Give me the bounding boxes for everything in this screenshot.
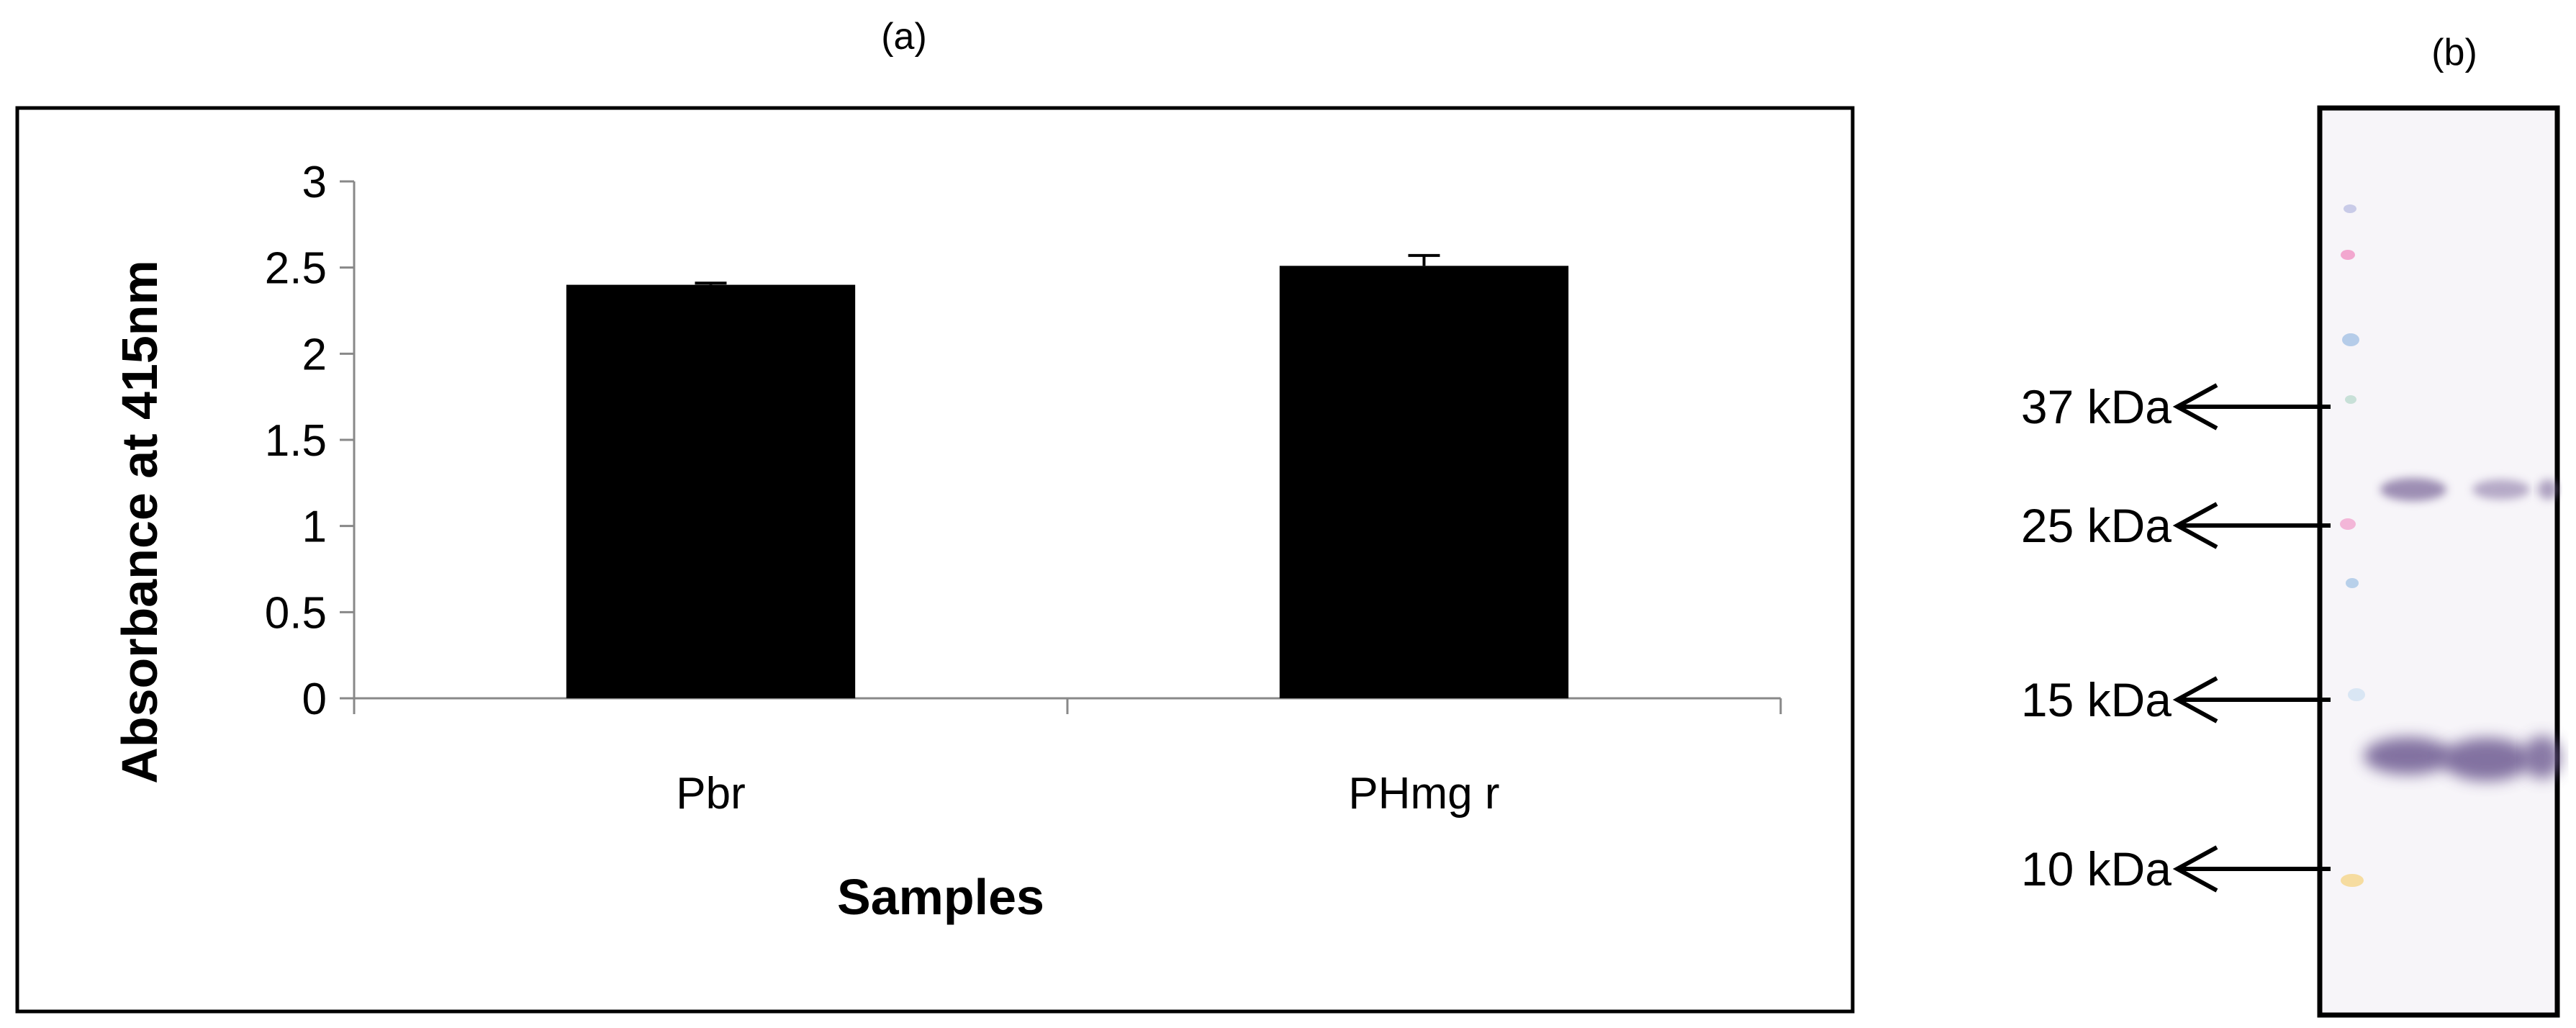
- bar-phmg-r: [1279, 266, 1569, 699]
- ladder-dot: [2346, 578, 2359, 588]
- ladder-dot: [2344, 204, 2356, 213]
- ladder-dot: [2341, 874, 2364, 887]
- panel-a-label: (a): [881, 16, 927, 58]
- y-axis-ticks: 0 0.5 1 1.5 2 2.5 3: [265, 158, 354, 724]
- marker-label: 37 kDa: [2021, 380, 2171, 433]
- ladder-dot: [2340, 518, 2356, 530]
- bar-pbr: [566, 284, 856, 699]
- y-axis-title: Absorbance at 415nm: [112, 260, 168, 783]
- marker-label: 25 kDa: [2021, 499, 2171, 552]
- panel-b-label: (b): [2431, 32, 2477, 73]
- bars: [566, 266, 1569, 699]
- y-tick-label: 0.5: [265, 588, 327, 638]
- y-tick-label: 1: [302, 502, 327, 552]
- y-tick-label: 1.5: [265, 416, 327, 466]
- molecular-weight-markers: 37 kDa 25 kDa 15 kDa 10 kDa: [2021, 380, 2331, 896]
- bar-chart: 0 0.5 1 1.5 2 2.5 3 Pbr PHmg r Samples Absorban…: [112, 158, 1782, 925]
- ladder-dot: [2342, 333, 2359, 346]
- x-tick-labels: Pbr PHmg r: [676, 769, 1499, 819]
- marker-arrowhead: [2172, 845, 2218, 893]
- ladder-dot: [2345, 395, 2356, 404]
- band-upper-lane3: [2538, 479, 2558, 500]
- y-tick-label: 2.5: [265, 244, 327, 294]
- marker-arrowhead: [2172, 502, 2218, 549]
- marker-arrowhead: [2172, 676, 2218, 723]
- marker-label: 15 kDa: [2021, 673, 2171, 726]
- ladder-dot: [2341, 250, 2355, 260]
- error-bars: [695, 253, 1440, 285]
- y-tick-label: 2: [302, 330, 327, 379]
- band-upper-lane1: [2380, 478, 2446, 501]
- band-lower-lane3: [2523, 736, 2561, 779]
- y-tick-label: 0: [302, 675, 327, 724]
- chart-frame: [15, 106, 1855, 1014]
- ladder-dot: [2348, 688, 2365, 701]
- x-axis-ticks: [353, 698, 1782, 714]
- y-tick-label: 3: [302, 158, 327, 207]
- band-lower-lane1: [2364, 737, 2453, 775]
- x-axis-title: Samples: [837, 869, 1044, 925]
- x-tick-label: PHmg r: [1348, 769, 1499, 819]
- marker-arrowhead: [2172, 383, 2218, 430]
- band-lower-lane2: [2442, 738, 2531, 781]
- blot-membrane: [2317, 105, 2560, 1018]
- western-blot: 37 kDa 25 kDa 15 kDa 10 kDa: [2021, 105, 2561, 1018]
- x-tick-label: Pbr: [676, 769, 745, 819]
- marker-label: 10 kDa: [2021, 842, 2171, 896]
- band-upper-lane2: [2472, 479, 2530, 500]
